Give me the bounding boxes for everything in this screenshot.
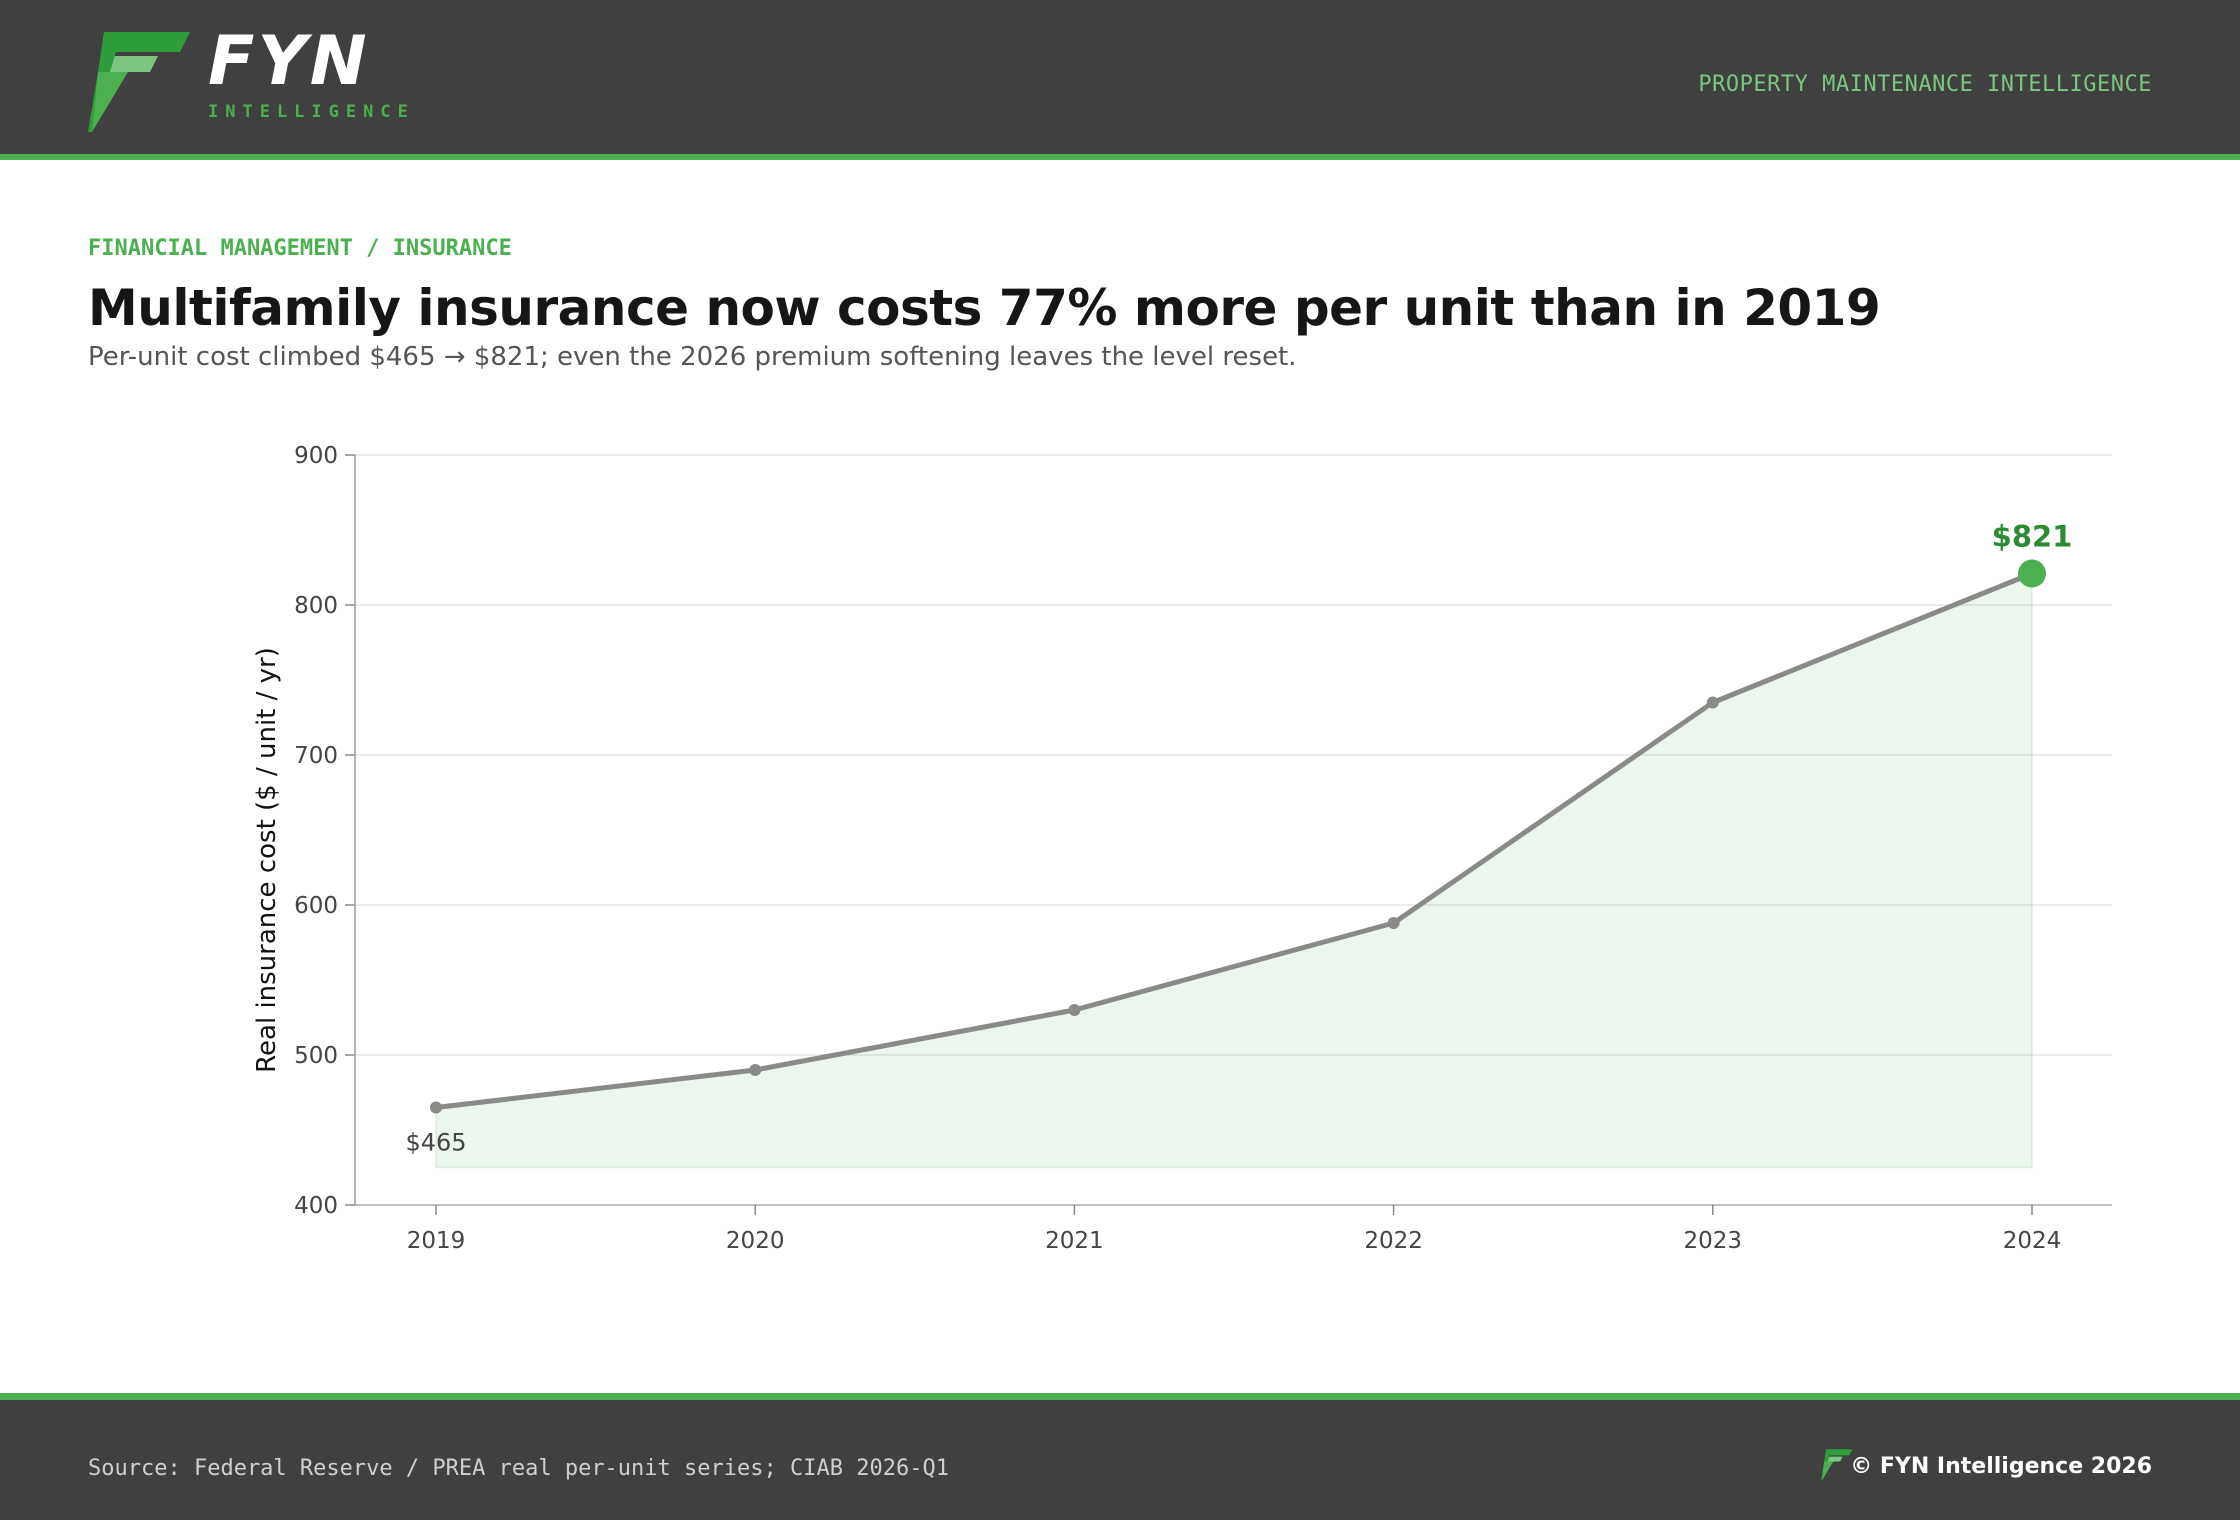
data-point [1387,917,1400,929]
grid-lines [355,454,2112,1056]
y-tick-label: 800 [294,593,338,619]
page-title: Multifamily insurance now costs 77% more… [88,279,1881,337]
data-point [1068,1004,1081,1016]
series-line-segment [1071,920,1397,1013]
y-tick-label: 900 [294,443,338,469]
insurance-cost-chart: 400 500 600 700 800 900 2019 2020 2021 2022 2023 20… [252,443,2112,1254]
x-tick-label: 2019 [407,1228,466,1254]
series-line-segment [433,1067,758,1110]
fyn-logo-small-icon [1821,1449,1853,1480]
end-value-label: $821 [1992,520,2073,554]
x-tick-label: 2023 [1684,1228,1743,1254]
y-tick-label: 600 [294,893,338,919]
source-note: Source: Federal Reserve / PREA real per-… [88,1456,949,1481]
series-line-segment [1391,700,1716,926]
data-point [749,1064,762,1076]
data-point [1706,696,1719,709]
header: FYN INTELLIGENCE PROPERTY MAINTENANCE IN… [0,0,2240,160]
y-axis-label: Real insurance cost ($ / unit / yr) [252,647,282,1073]
series-line-segment [752,1007,1077,1073]
y-tick-label: 400 [294,1193,338,1219]
axes: 400 500 600 700 800 900 2019 2020 2021 2022 2023 20… [252,443,2112,1254]
y-tick-label: 700 [294,743,338,769]
series-line [433,571,2035,1110]
brand-name: FYN [208,22,370,101]
data-points [430,559,2046,1114]
fyn-logo-icon [88,32,190,132]
start-value-label: $465 [405,1129,466,1157]
highlight-point [2018,559,2046,588]
copyright: © FYN Intelligence 2026 [1850,1454,2152,1479]
header-tagline: PROPERTY MAINTENANCE INTELLIGENCE [1698,72,2152,97]
x-tick-label: 2024 [2003,1228,2062,1254]
y-tick-label: 500 [294,1043,338,1069]
x-tick-label: 2020 [726,1228,785,1254]
x-tick-label: 2021 [1045,1228,1104,1254]
series-line-segment [1710,571,2035,705]
x-tick-label: 2022 [1364,1228,1423,1254]
data-point [430,1101,442,1114]
category-breadcrumb: FINANCIAL MANAGEMENT / INSURANCE [88,236,512,261]
brand-subtitle: INTELLIGENCE [208,102,415,122]
page-subtitle: Per-unit cost climbed $465 → $821; even … [88,342,1297,372]
labels: $465 $821 [405,520,2072,1157]
footer: Source: Federal Reserve / PREA real per-… [0,1393,2240,1520]
